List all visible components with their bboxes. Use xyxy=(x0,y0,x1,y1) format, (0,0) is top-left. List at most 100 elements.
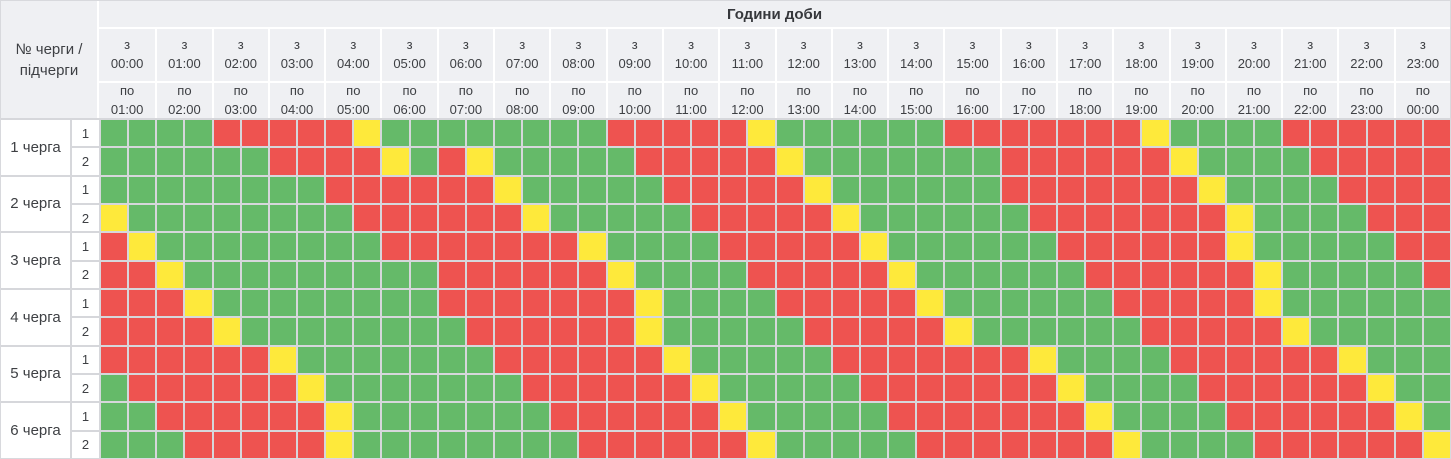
schedule-cell xyxy=(973,431,1000,458)
schedule-cell xyxy=(101,205,128,232)
schedule-cell xyxy=(1254,120,1282,147)
schedule-cell xyxy=(551,120,578,147)
schedule-cell xyxy=(1283,176,1310,203)
schedule-cell xyxy=(720,120,747,147)
schedule-cell xyxy=(889,205,916,232)
schedule-cell xyxy=(579,148,606,175)
schedule-cell xyxy=(945,120,972,147)
schedule-cell xyxy=(1226,375,1253,402)
header-text: по xyxy=(1190,82,1205,98)
schedule-cell xyxy=(1001,290,1028,317)
hour-to-header: по 06:00 xyxy=(380,81,437,118)
header-text: по xyxy=(233,82,248,98)
schedule-cell xyxy=(101,148,128,175)
schedule-cell xyxy=(1339,205,1366,232)
schedule-cell xyxy=(185,403,212,430)
schedule-cell xyxy=(917,233,944,260)
schedule-cell xyxy=(466,346,494,373)
schedule-cell xyxy=(607,205,634,232)
hour-from-header: з 20:00 xyxy=(1224,29,1281,81)
schedule-cell xyxy=(1311,233,1338,260)
schedule-cell xyxy=(354,403,381,430)
hour-to-header: по 05:00 xyxy=(324,81,381,118)
schedule-cell xyxy=(1001,261,1028,288)
schedule-cell xyxy=(635,431,662,458)
schedule-cell xyxy=(157,148,184,175)
header-text: по xyxy=(683,82,699,98)
schedule-cell xyxy=(157,233,184,260)
schedule-cell xyxy=(1367,120,1394,147)
schedule-cell xyxy=(607,148,634,175)
schedule-cell xyxy=(860,176,888,203)
schedule-cell xyxy=(1311,176,1338,203)
schedule-cell xyxy=(410,375,437,402)
schedule-cell xyxy=(495,233,522,260)
schedule-cell xyxy=(748,205,775,232)
schedule-cell xyxy=(438,290,465,317)
schedule-cell xyxy=(1198,148,1225,175)
schedule-cell xyxy=(1423,261,1450,288)
hour-to-header: по 20:00 xyxy=(1168,81,1225,118)
schedule-cell xyxy=(1029,290,1056,317)
schedule-cell xyxy=(354,346,381,373)
header-text: 23:00 xyxy=(1406,56,1440,71)
schedule-cell xyxy=(269,290,297,317)
schedule-cell xyxy=(1170,290,1197,317)
schedule-cell xyxy=(213,233,240,260)
schedule-cell xyxy=(973,318,1000,345)
schedule-cell xyxy=(1198,375,1225,402)
schedule-cell xyxy=(860,431,888,458)
schedule-cell xyxy=(157,205,184,232)
schedule-cell xyxy=(1114,318,1141,345)
hour-from-header: з 23:00 xyxy=(1393,29,1450,81)
schedule-cell xyxy=(1029,233,1056,260)
schedule-cell xyxy=(185,120,212,147)
schedule-cell xyxy=(382,375,409,402)
schedule-cell xyxy=(1057,403,1085,430)
hour-to-header: по 08:00 xyxy=(493,81,550,118)
schedule-cell xyxy=(1226,403,1253,430)
schedule-cell xyxy=(804,290,831,317)
schedule-cell xyxy=(1114,233,1141,260)
hour-from-header: з 11:00 xyxy=(718,29,774,81)
schedule-cell xyxy=(748,261,775,288)
schedule-cell xyxy=(523,148,550,175)
header-text: з xyxy=(856,37,863,53)
schedule-cell xyxy=(354,176,381,203)
schedule-cell xyxy=(776,431,803,458)
schedule-cell xyxy=(720,176,747,203)
schedule-cell xyxy=(466,233,494,260)
queue-label: 6 черга xyxy=(1,403,70,458)
header-text: по xyxy=(515,82,530,98)
schedule-cell xyxy=(1339,176,1366,203)
corner-header: № черги / підчерги xyxy=(1,1,99,118)
schedule-cell xyxy=(1311,318,1338,345)
schedule-cell xyxy=(269,318,297,345)
schedule-cell xyxy=(1170,233,1197,260)
schedule-cell xyxy=(1198,261,1225,288)
schedule-cell xyxy=(129,205,156,232)
header-text: з xyxy=(744,37,751,53)
schedule-cell xyxy=(1170,205,1197,232)
schedule-cell xyxy=(1339,148,1366,175)
schedule-cell xyxy=(692,375,719,402)
schedule-cell xyxy=(1114,261,1141,288)
schedule-cell xyxy=(1423,290,1450,317)
schedule-cell xyxy=(1057,346,1085,373)
hour-from-header: з 18:00 xyxy=(1112,29,1168,81)
schedule-cell xyxy=(635,261,662,288)
schedule-cell xyxy=(1114,148,1141,175)
schedule-cell xyxy=(720,346,747,373)
schedule-cell xyxy=(1086,290,1113,317)
schedule-cell xyxy=(889,290,916,317)
schedule-cell xyxy=(860,205,888,232)
schedule-cell xyxy=(1254,148,1282,175)
schedule-cell xyxy=(1001,346,1028,373)
schedule-cell xyxy=(832,346,859,373)
table-title: Години доби xyxy=(99,1,1450,29)
schedule-cell xyxy=(1142,176,1169,203)
schedule-cell xyxy=(776,233,803,260)
schedule-cell xyxy=(101,290,128,317)
header-text: по xyxy=(1134,82,1149,98)
header-text: 12:00 xyxy=(731,101,764,117)
